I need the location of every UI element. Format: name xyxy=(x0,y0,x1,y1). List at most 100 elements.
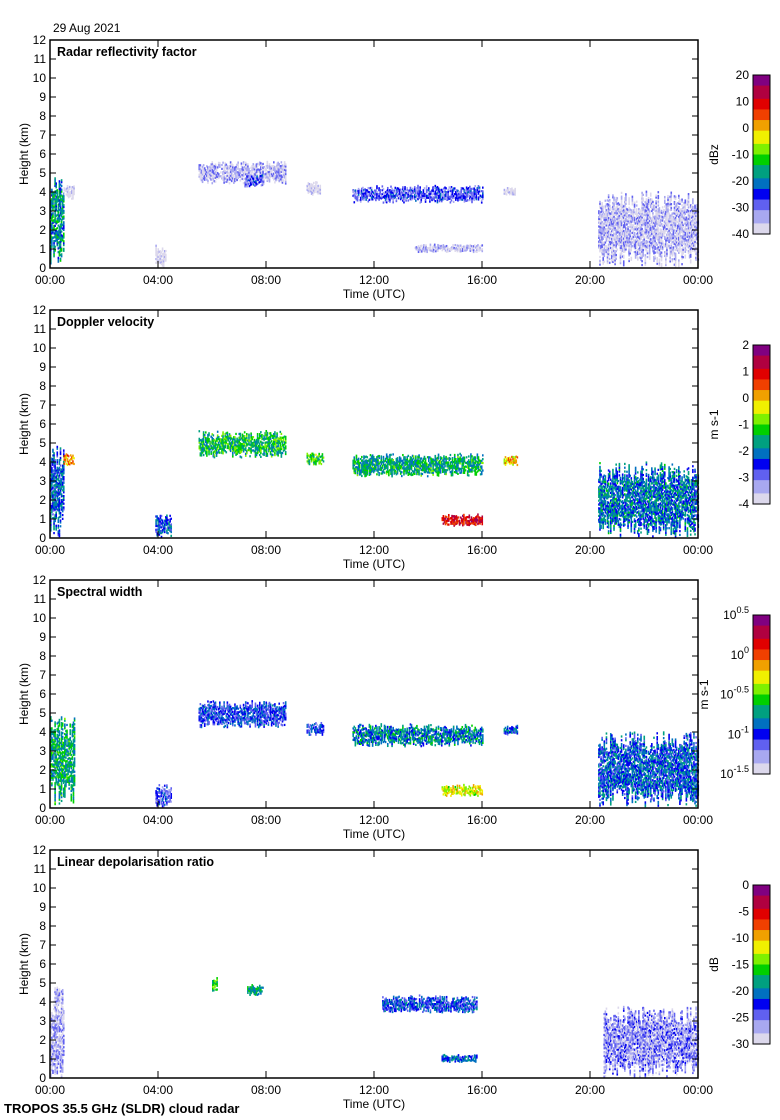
echo-pixel xyxy=(672,246,675,249)
echo-pixel xyxy=(472,247,475,250)
echo-pixel xyxy=(314,187,316,190)
echo-pixel xyxy=(406,187,408,190)
echo-pixel xyxy=(601,207,603,210)
echo-pixel xyxy=(223,168,225,171)
echo-pixel xyxy=(453,193,456,196)
echo-pixel xyxy=(465,188,468,191)
echo-pixel xyxy=(364,191,366,195)
echo-pixel xyxy=(608,257,611,261)
echo-pixel xyxy=(60,190,63,193)
echo-pixel xyxy=(681,263,683,266)
echo-pixel xyxy=(661,213,664,217)
echo-pixel xyxy=(209,175,211,178)
echo-pixel xyxy=(679,227,681,230)
echo-pixel xyxy=(406,194,408,197)
echo-pixel xyxy=(220,175,222,178)
echo-pixel xyxy=(447,248,450,251)
echo-pixel xyxy=(620,201,623,204)
echo-pixel xyxy=(51,241,53,245)
echo-pixel xyxy=(366,193,369,196)
echo-pixel xyxy=(223,175,225,179)
echo-pixel xyxy=(221,163,223,167)
echo-pixel xyxy=(684,237,687,240)
echo-pixel xyxy=(56,234,59,237)
echo-pixel xyxy=(433,243,436,246)
echo-pixel xyxy=(603,235,606,239)
echo-pixel xyxy=(224,171,227,174)
echo-pixel xyxy=(460,192,462,195)
echo-pixel xyxy=(600,246,602,250)
echo-pixel xyxy=(679,202,681,206)
echo-pixel xyxy=(242,166,245,170)
echo-pixel xyxy=(422,196,425,199)
echo-pixel xyxy=(631,199,634,202)
echo-pixel xyxy=(155,248,157,251)
x-tick-label: 00:00 xyxy=(35,273,65,287)
echo-pixel xyxy=(369,194,372,197)
echo-pixel xyxy=(202,164,205,167)
echo-pixel xyxy=(201,173,204,176)
echo-pixel xyxy=(155,250,157,253)
echo-pixel xyxy=(478,195,481,199)
echo-pixel xyxy=(59,204,62,207)
echo-pixel xyxy=(228,174,231,177)
echo-pixel xyxy=(600,218,602,221)
echo-pixel xyxy=(59,236,62,239)
echo-pixel xyxy=(213,166,216,170)
echo-pixel xyxy=(415,195,417,199)
echo-pixel xyxy=(57,258,60,261)
echo-pixel xyxy=(246,432,248,436)
echo-pixel xyxy=(61,199,64,202)
echo-pixel xyxy=(51,194,53,197)
echo-pixel xyxy=(158,250,161,253)
echo-pixel xyxy=(53,255,55,258)
echo-pixel xyxy=(159,259,162,262)
echo-pixel xyxy=(457,195,459,198)
echo-pixel xyxy=(59,521,62,524)
echo-pixel xyxy=(51,484,53,487)
echo-pixel xyxy=(57,218,60,221)
echo-pixel xyxy=(661,248,664,251)
echo-pixel xyxy=(601,221,603,224)
echo-pixel xyxy=(60,211,63,214)
echo-pixel xyxy=(420,194,423,198)
echo-pixel xyxy=(55,186,57,189)
echo-pixel xyxy=(245,179,248,182)
echo-pixel xyxy=(53,522,55,525)
echo-pixel xyxy=(270,172,273,176)
echo-pixel xyxy=(670,195,673,198)
echo-pixel xyxy=(162,262,165,265)
echo-region xyxy=(50,445,65,538)
echo-pixel xyxy=(57,233,60,237)
echo-pixel xyxy=(601,202,603,205)
echo-pixel xyxy=(410,192,413,195)
echo-pixel xyxy=(657,219,660,222)
echo-pixel xyxy=(602,226,605,229)
echo-pixel xyxy=(410,198,413,201)
echo-pixel xyxy=(53,251,55,254)
echo-pixel xyxy=(60,194,63,197)
echo-pixel xyxy=(54,219,56,222)
echo-pixel xyxy=(54,462,56,466)
echo-pixel xyxy=(161,519,164,522)
echo-pixel xyxy=(436,193,439,196)
echo-pixel xyxy=(603,241,606,244)
echo-pixel xyxy=(56,455,59,458)
echo-pixel xyxy=(665,262,667,265)
echo-pixel xyxy=(227,166,230,169)
echo-pixel xyxy=(59,183,62,186)
echo-pixel xyxy=(473,187,475,190)
echo-pixel xyxy=(55,526,57,529)
echo-pixel xyxy=(246,451,248,455)
echo-pixel xyxy=(600,237,602,240)
echo-pixel xyxy=(208,434,210,437)
echo-pixel xyxy=(603,249,606,252)
echo-pixel xyxy=(256,434,259,438)
echo-pixel xyxy=(397,193,400,196)
echo-pixel xyxy=(246,436,248,439)
y-tick-label: 1 xyxy=(39,242,46,256)
echo-pixel xyxy=(688,229,691,232)
echo-pixel xyxy=(57,214,60,218)
echo-pixel xyxy=(229,172,232,175)
